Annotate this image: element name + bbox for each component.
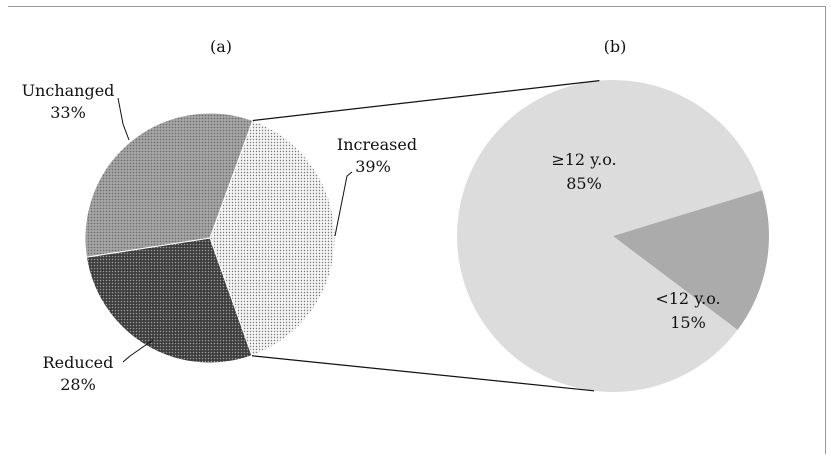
connector-line-top	[252, 79, 600, 122]
label-reduced: Reduced	[43, 353, 114, 372]
slice-under-12	[613, 190, 769, 330]
label-12-and-over: ≥12 y.o.	[551, 150, 616, 169]
chart-frame	[8, 6, 826, 454]
chart-a-title: (a)	[210, 37, 232, 56]
label-unchanged: Unchanged	[22, 81, 115, 100]
value-unchanged: 33%	[50, 103, 86, 122]
slice-12-and-over	[456, 80, 763, 393]
leader-line-increased	[334, 171, 353, 237]
slice-unchanged	[84, 112, 254, 258]
value-under-12: 15%	[670, 313, 706, 332]
label-under-12: <12 y.o.	[655, 289, 720, 308]
value-reduced: 28%	[60, 375, 96, 394]
chart-b-title: (b)	[604, 37, 627, 56]
leader-line-unchanged	[117, 97, 130, 141]
leader-line-reduced	[122, 339, 154, 363]
value-12-and-over: 85%	[566, 174, 602, 193]
connector-line-bottom	[251, 355, 595, 392]
value-increased: 39%	[355, 157, 391, 176]
label-increased: Increased	[337, 135, 417, 154]
slice-increased	[209, 119, 336, 357]
